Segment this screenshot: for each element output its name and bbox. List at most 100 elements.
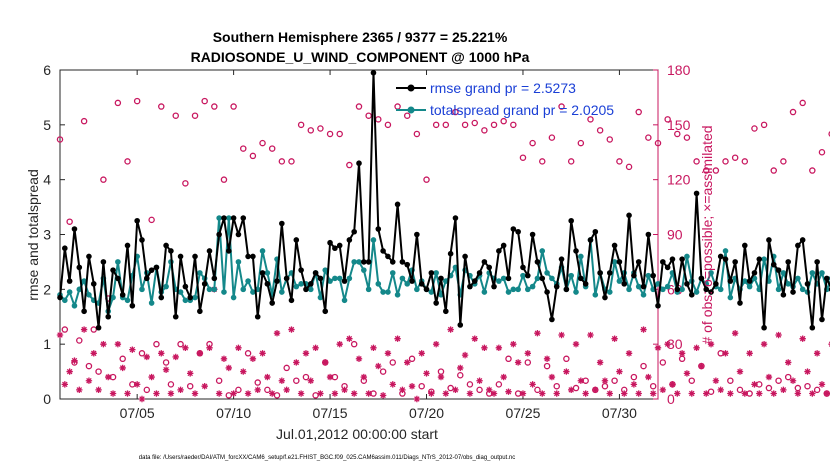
obs-assimilated-point xyxy=(322,359,329,366)
totalspread-point xyxy=(520,272,526,279)
y-tick-label: 2 xyxy=(43,281,51,297)
totalspread-point xyxy=(578,253,584,260)
obs-assimilated-point xyxy=(674,390,681,397)
rmse-point xyxy=(799,237,806,243)
obs-possible-point xyxy=(379,368,387,375)
rmse-point xyxy=(182,283,189,290)
rmse-point xyxy=(221,215,227,221)
totalspread-point xyxy=(785,281,792,287)
obs-possible-point xyxy=(201,97,208,105)
obs-possible-point xyxy=(563,355,570,363)
obs-assimilated-point xyxy=(611,335,618,342)
obs-assimilated-point xyxy=(394,335,401,342)
rmse-point xyxy=(62,245,68,252)
obs-assimilated-point xyxy=(297,390,305,397)
obs-possible-point xyxy=(606,136,614,143)
totalspread-point xyxy=(708,270,714,276)
obs-assimilated-point xyxy=(124,390,131,397)
obs-assimilated-point xyxy=(519,390,527,397)
rmse-point xyxy=(119,292,126,298)
obs-possible-point xyxy=(114,99,122,107)
totalspread-point xyxy=(394,292,401,298)
rmse-point xyxy=(404,261,411,268)
rmse-point xyxy=(389,259,396,265)
rmse-point xyxy=(563,286,570,293)
obs-possible-point xyxy=(818,148,826,156)
rmse-point xyxy=(790,289,796,295)
obs-possible-point xyxy=(350,340,358,348)
obs-assimilated-point xyxy=(375,362,382,370)
obs-assimilated-point xyxy=(379,392,387,399)
rmse-point xyxy=(737,300,743,306)
obs-possible-point xyxy=(143,386,151,394)
rmse-point xyxy=(742,242,748,249)
obs-possible-point xyxy=(182,180,189,187)
totalspread-point xyxy=(568,272,574,279)
obs-possible-point xyxy=(249,152,257,160)
obs-assimilated-point xyxy=(457,364,464,372)
rmse-point xyxy=(86,253,92,260)
rmse-point xyxy=(679,256,685,262)
rmse-point xyxy=(409,278,415,284)
obs-possible-point xyxy=(254,379,261,386)
rmse-point xyxy=(693,190,700,197)
rmse-point xyxy=(770,261,777,268)
obs-assimilated-point xyxy=(717,386,724,394)
rmse-point xyxy=(443,308,449,315)
rmse-point xyxy=(775,267,782,273)
obs-assimilated-point xyxy=(799,335,806,342)
obs-assimilated-point xyxy=(133,381,141,388)
obs-possible-point xyxy=(693,158,700,165)
obs-assimilated-point xyxy=(423,370,430,377)
obs-assimilated-point xyxy=(413,395,421,403)
rmse-point xyxy=(250,253,256,260)
obs-assimilated-point xyxy=(727,390,734,397)
obs-possible-point xyxy=(384,121,392,129)
totalspread-point xyxy=(809,270,816,276)
obs-assimilated-point xyxy=(389,381,396,388)
rmse-point xyxy=(264,281,271,287)
totalspread-point xyxy=(611,259,618,265)
obs-possible-point xyxy=(712,167,720,174)
totalspread-point xyxy=(293,283,300,290)
obs-assimilated-point xyxy=(399,386,406,394)
obs-assimilated-point xyxy=(220,355,228,362)
obs-assimilated-point xyxy=(432,340,440,348)
obs-assimilated-point xyxy=(505,388,512,395)
rmse-point xyxy=(394,201,401,208)
obs-possible-point xyxy=(505,355,512,363)
obs-assimilated-point xyxy=(649,390,657,397)
obs-assimilated-point xyxy=(698,362,705,370)
obs-possible-point xyxy=(153,340,160,348)
obs-assimilated-point xyxy=(225,364,232,372)
rmse-point xyxy=(529,231,536,238)
obs-assimilated-point xyxy=(153,390,160,397)
obs-possible-point xyxy=(481,127,488,134)
obs-possible-point xyxy=(813,386,821,394)
obs-assimilated-point xyxy=(447,326,454,333)
y-tick-label: 6 xyxy=(43,62,51,78)
obs-assimilated-point xyxy=(307,377,314,384)
totalspread-point xyxy=(62,297,68,304)
obs-assimilated-point xyxy=(476,377,483,384)
obs-assimilated-point xyxy=(481,344,488,352)
rmse-point xyxy=(279,220,285,227)
legend-rmse-label: rmse grand pr = 2.5273 xyxy=(430,80,576,96)
obs-possible-point xyxy=(172,112,179,119)
obs-assimilated-point xyxy=(129,346,136,353)
obs-assimilated-point xyxy=(100,340,107,348)
totalspread-point xyxy=(370,237,377,243)
rmse-point xyxy=(129,302,136,309)
rmse-point xyxy=(380,248,386,254)
rmse-point xyxy=(785,259,792,265)
obs-possible-point xyxy=(432,121,440,129)
obs-possible-point xyxy=(596,127,604,134)
obs-assimilated-point xyxy=(553,390,560,397)
obs-possible-point xyxy=(649,382,657,390)
obs-possible-point xyxy=(587,116,594,123)
rmse-point xyxy=(660,259,666,265)
totalspread-point xyxy=(346,275,353,282)
series-obs-assimilated xyxy=(56,286,830,403)
obs-assimilated-point xyxy=(486,386,493,394)
totalspread-point xyxy=(221,289,227,295)
